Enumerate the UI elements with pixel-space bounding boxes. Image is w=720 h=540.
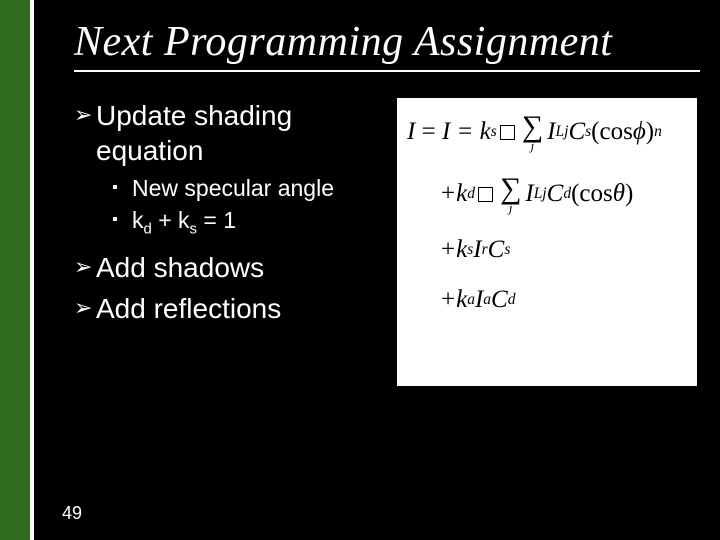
bullet-text: Add reflections bbox=[96, 291, 389, 326]
bullet-level2: ▪kd + ks = 1 bbox=[112, 206, 389, 236]
bullet-marker-icon: ➢ bbox=[74, 291, 96, 325]
accent-bar bbox=[0, 0, 34, 540]
bullet-text: New specular angle bbox=[132, 174, 389, 204]
bullet-text: Add shadows bbox=[96, 250, 389, 285]
sigma-icon: ∑j bbox=[500, 174, 521, 214]
bullet-marker-icon: ▪ bbox=[112, 174, 132, 202]
bullet-level1: ➢Update shading equation bbox=[74, 98, 389, 168]
slide-number: 49 bbox=[62, 503, 82, 524]
equation-panel: I = I = ks∑jILjCs(cosϕ)n +kd∑jILjCd(cosθ)… bbox=[397, 98, 697, 386]
bullet-level1: ➢Add shadows bbox=[74, 250, 389, 285]
bullet-marker-icon: ➢ bbox=[74, 250, 96, 284]
bullet-text: Update shading equation bbox=[96, 98, 389, 168]
slide-title: Next Programming Assignment bbox=[74, 18, 700, 66]
equation-line: +kaIaCd bbox=[407, 286, 687, 314]
sigma-icon: ∑j bbox=[522, 112, 543, 152]
bullet-marker-icon: ➢ bbox=[74, 98, 96, 132]
bullet-list: ➢Update shading equation▪New specular an… bbox=[74, 98, 389, 386]
box-icon bbox=[478, 187, 493, 202]
title-underline bbox=[74, 70, 700, 72]
equation-line: I = I = ks∑jILjCs(cosϕ)n bbox=[407, 112, 687, 152]
bullet-text: kd + ks = 1 bbox=[132, 206, 389, 236]
body-area: ➢Update shading equation▪New specular an… bbox=[74, 98, 700, 386]
equation-line: +kd∑jILjCd(cosθ) bbox=[407, 174, 687, 214]
bullet-level1: ➢Add reflections bbox=[74, 291, 389, 326]
equation-line: +ksIrCs bbox=[407, 236, 687, 264]
bullet-level2: ▪New specular angle bbox=[112, 174, 389, 204]
bullet-marker-icon: ▪ bbox=[112, 206, 132, 234]
slide-content: Next Programming Assignment ➢Update shad… bbox=[38, 0, 720, 540]
box-icon bbox=[500, 125, 515, 140]
